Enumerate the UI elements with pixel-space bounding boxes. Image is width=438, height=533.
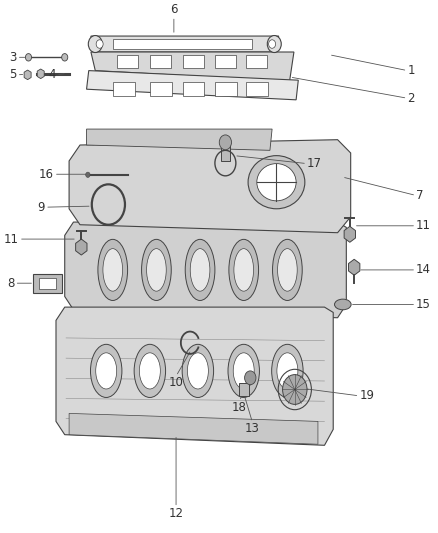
Text: 14: 14 bbox=[416, 263, 431, 277]
Ellipse shape bbox=[228, 344, 259, 398]
Circle shape bbox=[283, 375, 307, 405]
Ellipse shape bbox=[134, 344, 166, 398]
Ellipse shape bbox=[141, 239, 171, 301]
Polygon shape bbox=[33, 273, 62, 293]
Polygon shape bbox=[87, 70, 298, 100]
Bar bbox=[183, 82, 205, 95]
Polygon shape bbox=[69, 414, 318, 444]
Text: 11: 11 bbox=[4, 232, 19, 246]
Bar bbox=[150, 55, 171, 68]
Ellipse shape bbox=[278, 249, 297, 291]
Text: 2: 2 bbox=[407, 92, 415, 105]
Ellipse shape bbox=[248, 156, 305, 209]
Ellipse shape bbox=[190, 249, 210, 291]
Bar bbox=[246, 82, 268, 95]
Ellipse shape bbox=[187, 353, 208, 389]
Polygon shape bbox=[39, 278, 56, 288]
Ellipse shape bbox=[103, 249, 123, 291]
Ellipse shape bbox=[234, 249, 254, 291]
Text: 13: 13 bbox=[245, 423, 260, 435]
Bar bbox=[150, 82, 172, 95]
Text: 17: 17 bbox=[307, 157, 322, 170]
Ellipse shape bbox=[147, 249, 166, 291]
Text: 15: 15 bbox=[416, 298, 431, 311]
Text: 16: 16 bbox=[39, 168, 54, 181]
Circle shape bbox=[62, 54, 68, 61]
Ellipse shape bbox=[335, 299, 351, 310]
Polygon shape bbox=[24, 70, 31, 79]
Ellipse shape bbox=[139, 353, 160, 389]
Text: 4: 4 bbox=[49, 68, 56, 82]
Bar bbox=[239, 383, 249, 396]
Ellipse shape bbox=[98, 239, 127, 301]
Polygon shape bbox=[37, 69, 44, 78]
Ellipse shape bbox=[272, 239, 302, 301]
Polygon shape bbox=[91, 36, 279, 52]
Text: 5: 5 bbox=[9, 68, 17, 82]
Circle shape bbox=[96, 40, 103, 49]
Ellipse shape bbox=[91, 344, 122, 398]
Ellipse shape bbox=[277, 353, 298, 389]
Bar bbox=[117, 55, 138, 68]
Text: 6: 6 bbox=[170, 3, 178, 17]
Ellipse shape bbox=[185, 239, 215, 301]
Bar bbox=[246, 55, 267, 68]
Text: 1: 1 bbox=[407, 64, 415, 77]
Ellipse shape bbox=[182, 344, 214, 398]
Bar bbox=[113, 82, 134, 95]
Polygon shape bbox=[56, 307, 333, 445]
Ellipse shape bbox=[272, 344, 303, 398]
Text: 11: 11 bbox=[416, 219, 431, 232]
Polygon shape bbox=[87, 129, 272, 150]
Circle shape bbox=[244, 371, 256, 385]
Polygon shape bbox=[69, 140, 351, 233]
Bar bbox=[215, 82, 237, 95]
Text: 8: 8 bbox=[7, 277, 14, 290]
Text: 19: 19 bbox=[360, 390, 374, 402]
Bar bbox=[183, 55, 204, 68]
Polygon shape bbox=[349, 259, 360, 275]
Circle shape bbox=[267, 36, 281, 53]
Text: 10: 10 bbox=[169, 376, 184, 389]
Ellipse shape bbox=[233, 353, 254, 389]
Ellipse shape bbox=[229, 239, 258, 301]
Text: 12: 12 bbox=[169, 507, 184, 521]
Circle shape bbox=[25, 54, 32, 61]
Polygon shape bbox=[344, 227, 356, 243]
Circle shape bbox=[86, 172, 90, 177]
Text: 18: 18 bbox=[232, 401, 247, 414]
Circle shape bbox=[268, 40, 276, 49]
Bar bbox=[221, 144, 230, 161]
Circle shape bbox=[219, 135, 232, 150]
Text: 9: 9 bbox=[38, 201, 45, 214]
Text: 7: 7 bbox=[416, 189, 424, 202]
Text: 3: 3 bbox=[9, 51, 17, 64]
Polygon shape bbox=[91, 52, 294, 81]
Circle shape bbox=[88, 36, 102, 53]
Ellipse shape bbox=[96, 353, 117, 389]
Polygon shape bbox=[76, 239, 87, 255]
Polygon shape bbox=[65, 222, 346, 318]
Polygon shape bbox=[113, 39, 252, 50]
Bar bbox=[215, 55, 236, 68]
Ellipse shape bbox=[257, 164, 296, 201]
